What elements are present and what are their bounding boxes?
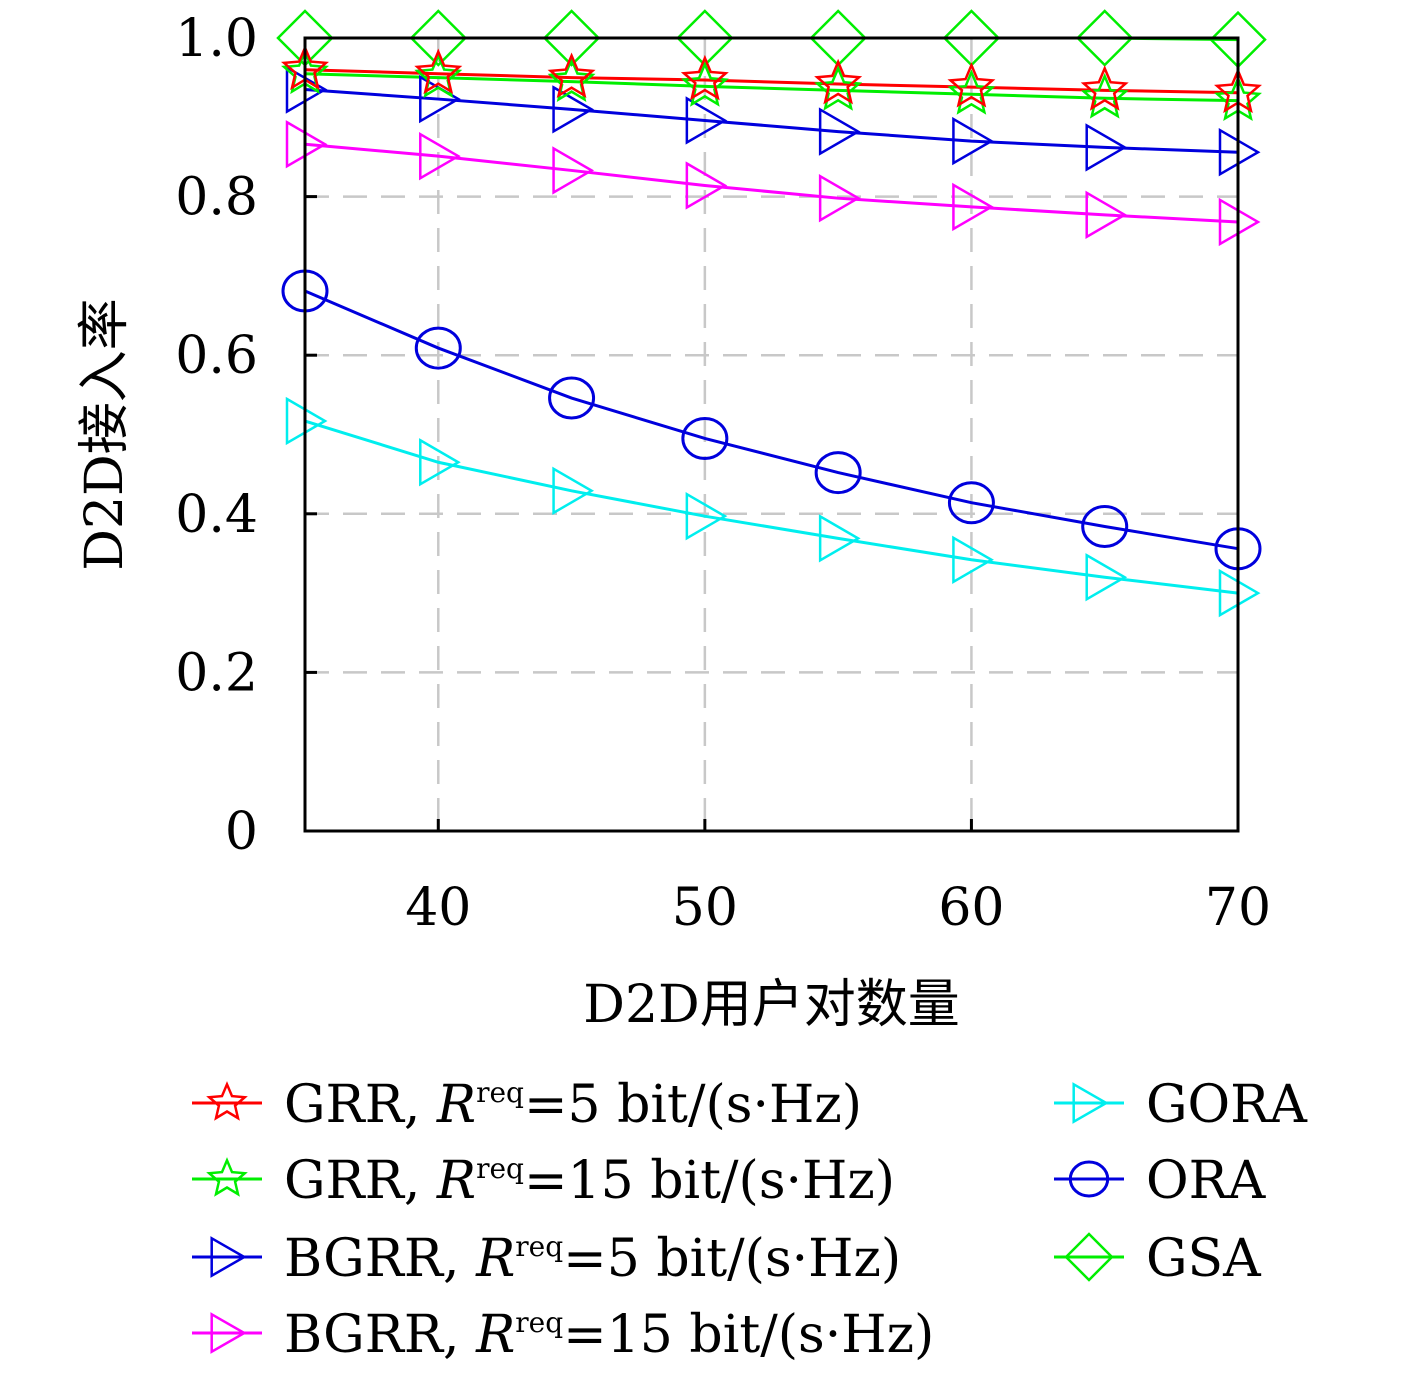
marker-ora-4 — [814, 451, 862, 495]
legend-series-name: BGRR, — [284, 1229, 460, 1289]
legend-label: GSA — [1146, 1229, 1262, 1289]
y-tick-label: 0.2 — [175, 643, 258, 703]
series-line-grr5 — [304, 68, 1239, 95]
legend-marker — [206, 1157, 248, 1197]
marker-gora-1 — [419, 438, 461, 487]
legend-symbol-r: R — [475, 1305, 515, 1365]
legend-item-bgrr15: BGRR, Rreq=15 bit/(s·Hz) — [192, 1305, 934, 1365]
legend-series-name: GRR, — [284, 1075, 420, 1135]
marker-grr15-4 — [814, 65, 863, 111]
marker-grr5-3 — [680, 54, 729, 101]
legend-series-name: GORA — [1146, 1075, 1308, 1135]
legend-marker — [210, 1312, 247, 1354]
legend-item-gsa: GSA — [1054, 1229, 1262, 1289]
y-tick-label: 1.0 — [175, 9, 258, 69]
legend-item-ora: ORA — [1054, 1151, 1267, 1211]
marker-bgrr5-5 — [952, 116, 994, 166]
legend-series-name: BGRR, — [284, 1305, 460, 1365]
legend-symbol-r: R — [436, 1151, 476, 1211]
legend-superscript: req — [476, 1076, 524, 1109]
legend-symbol-r: R — [436, 1075, 476, 1135]
y-axis-title: D2D接入率 — [75, 298, 135, 570]
legend-series-name: GRR, — [284, 1151, 420, 1211]
legend-label: GRR, Rreq=15 bit/(s·Hz) — [284, 1151, 895, 1211]
marker-gsa-1 — [409, 9, 468, 67]
legend-rate: =5 bit/(s·Hz) — [563, 1229, 901, 1289]
legend-rate: =15 bit/(s·Hz) — [563, 1305, 934, 1365]
marker-bgrr15-2 — [552, 146, 595, 195]
y-tick-label: 0.6 — [175, 326, 258, 386]
marker-ora-1 — [414, 326, 462, 370]
marker-bgrr15-6 — [1085, 190, 1128, 240]
marker-ora-3 — [681, 416, 729, 460]
legend-series-name: ORA — [1146, 1151, 1267, 1211]
legend-superscript: req — [515, 1230, 563, 1263]
marker-grr5-5 — [947, 61, 996, 108]
legend-label: BGRR, Rreq=15 bit/(s·Hz) — [284, 1305, 934, 1365]
axis-ticks — [305, 36, 1240, 833]
legend-marker — [1072, 1082, 1109, 1124]
marker-gora-2 — [552, 466, 595, 515]
marker-bgrr5-3 — [685, 96, 728, 145]
marker-bgrr5-6 — [1085, 123, 1128, 172]
marker-gora-3 — [685, 492, 728, 541]
legend-marker — [1068, 1160, 1110, 1198]
marker-grr15-6 — [1080, 73, 1129, 119]
legend-label: ORA — [1146, 1151, 1267, 1211]
x-tick-label: 50 — [672, 878, 738, 938]
legend-marker — [206, 1081, 248, 1121]
series-line-gora — [304, 419, 1239, 595]
legend-label: GRR, Rreq=5 bit/(s·Hz) — [284, 1075, 862, 1135]
legend-item-gora: GORA — [1054, 1075, 1308, 1135]
marker-gora-6 — [1085, 553, 1128, 602]
marker-gsa-2 — [542, 9, 601, 67]
legend-label: BGRR, Rreq=5 bit/(s·Hz) — [284, 1229, 901, 1289]
series-markers — [276, 9, 1267, 618]
legend-superscript: req — [476, 1152, 524, 1185]
series-lines — [304, 36, 1239, 595]
tick-labels: 40 50 60 70 0 0.2 0.4 0.6 0.8 1.0 — [175, 9, 1271, 938]
y-tick-label: 0 — [225, 802, 258, 862]
marker-gora-5 — [952, 535, 994, 584]
marker-bgrr5-2 — [552, 85, 595, 134]
legend-symbol-r: R — [475, 1229, 515, 1289]
y-tick-label: 0.8 — [175, 168, 258, 228]
series-line-bgrr15 — [304, 142, 1239, 224]
marker-gsa-6 — [1075, 9, 1134, 67]
marker-bgrr15-1 — [419, 131, 461, 181]
marker-ora-6 — [1081, 504, 1129, 548]
legend-item-grr15: GRR, Rreq=15 bit/(s·Hz) — [192, 1151, 895, 1211]
plot-frame — [303, 36, 1240, 833]
marker-bgrr5-4 — [818, 107, 861, 156]
legend-marker — [1064, 1232, 1114, 1282]
series-line-grr15 — [304, 72, 1239, 103]
marker-grr5-4 — [814, 58, 863, 105]
marker-bgrr15-5 — [952, 182, 994, 232]
marker-bgrr15-3 — [685, 161, 728, 210]
x-tick-label: 60 — [938, 878, 1004, 938]
series-line-bgrr5 — [304, 88, 1239, 154]
legend-rate: =15 bit/(s·Hz) — [524, 1151, 895, 1211]
legend-superscript: req — [515, 1306, 563, 1339]
x-tick-label: 70 — [1205, 878, 1271, 938]
x-axis-title: D2D用户对数量 — [583, 975, 959, 1035]
marker-grr15-5 — [947, 69, 996, 115]
marker-grr5-6 — [1080, 65, 1129, 111]
marker-ora-2 — [548, 376, 596, 420]
legend-rate: =5 bit/(s·Hz) — [524, 1075, 862, 1135]
legend-item-bgrr5: BGRR, Rreq=5 bit/(s·Hz) — [192, 1229, 901, 1289]
y-tick-label: 0.4 — [175, 485, 258, 545]
x-tick-label: 40 — [405, 878, 471, 938]
legend-label: GORA — [1146, 1075, 1308, 1135]
legend: GRR, Rreq=5 bit/(s·Hz)GRR, Rreq=15 bit/(… — [192, 1075, 1308, 1365]
marker-gora-4 — [818, 514, 861, 563]
legend-series-name: GSA — [1146, 1229, 1262, 1289]
legend-marker — [210, 1236, 247, 1278]
marker-grr5-2 — [547, 52, 596, 99]
legend-item-grr5: GRR, Rreq=5 bit/(s·Hz) — [192, 1075, 862, 1135]
marker-ora-5 — [947, 481, 995, 525]
marker-grr5-1 — [414, 48, 463, 95]
marker-bgrr15-4 — [818, 174, 861, 223]
